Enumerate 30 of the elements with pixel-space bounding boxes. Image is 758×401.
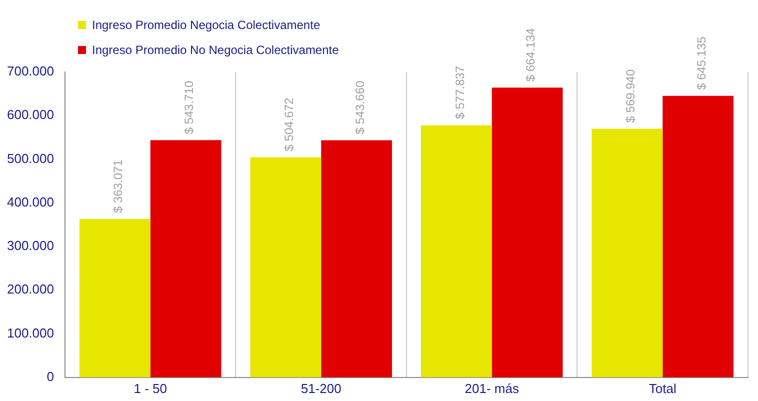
bar (150, 140, 222, 378)
x-tick-label: 1 - 50 (134, 380, 167, 396)
y-tick-label: 500.000 (6, 150, 54, 166)
bar (250, 157, 322, 378)
bar (421, 125, 492, 378)
x-tick-label: Total (648, 380, 676, 396)
data-label: $ 577.837 (452, 66, 467, 120)
bar (492, 88, 563, 378)
y-tick-label: 0 (46, 368, 54, 384)
data-label: $ 543.660 (352, 80, 367, 134)
y-tick-label: 100.000 (6, 325, 54, 340)
bar (321, 140, 392, 378)
y-tick-label: 700.000 (6, 64, 54, 79)
y-tick-label: 600.000 (6, 107, 54, 122)
bar (592, 128, 663, 378)
y-tick-label: 400.000 (6, 194, 54, 210)
data-label: $ 569.940 (624, 69, 638, 123)
data-label: $ 543.710 (182, 80, 196, 134)
legend-label: Ingreso Promedio No Negocia Colectivamente (92, 42, 339, 56)
data-label: $ 645.135 (694, 36, 708, 90)
bar (80, 219, 150, 378)
bar (662, 96, 734, 378)
legend-label: Ingreso Promedio Negocia Colectivamente (92, 18, 320, 32)
x-tick-label: 201- más (464, 380, 520, 396)
y-tick-label: 300.000 (6, 238, 54, 254)
data-label: $ 664.134 (524, 28, 538, 82)
x-tick-label: 51-200 (300, 380, 342, 396)
data-label: $ 504.672 (282, 98, 296, 152)
y-tick-label: 200.000 (6, 282, 54, 297)
data-label: $ 363.071 (111, 159, 126, 213)
